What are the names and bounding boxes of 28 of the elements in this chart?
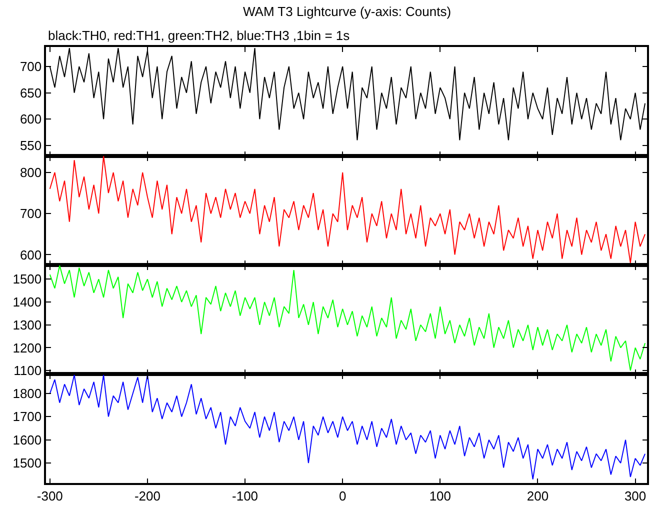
- y-tick-label: 1400: [12, 294, 42, 310]
- line-series: [49, 374, 646, 480]
- x-tick-label: 0: [338, 488, 346, 504]
- y-tick-label: 800: [20, 165, 42, 180]
- x-tick-label: -200: [134, 488, 160, 504]
- y-tick-label: 1800: [12, 386, 42, 402]
- x-tick-label: -100: [232, 488, 258, 504]
- y-tick-label: 550: [20, 138, 42, 154]
- x-tick-label: 100: [429, 488, 452, 504]
- x-tick-label: 300: [624, 488, 646, 504]
- y-tick-label: 700: [20, 59, 42, 74]
- line-series: [49, 265, 646, 372]
- x-tick-label: -300: [36, 488, 63, 504]
- y-tick-label: 1100: [14, 363, 42, 378]
- y-tick-label: 1200: [12, 340, 42, 356]
- y-tick-label: 1700: [12, 409, 42, 424]
- y-tick-label: 700: [20, 206, 42, 222]
- y-tick-label: 650: [20, 85, 42, 100]
- y-tick-label: 1500: [12, 456, 42, 471]
- x-tick-label: 200: [526, 488, 549, 504]
- line-series: [49, 156, 646, 264]
- y-tick-label: 1600: [12, 432, 42, 448]
- y-tick-label: 600: [20, 247, 42, 262]
- y-tick-label: 600: [20, 112, 42, 127]
- y-tick-label: 1300: [12, 317, 42, 332]
- chart-subtitle: black:TH0, red:TH1, green:TH2, blue:TH3 ,1bin = 1s: [48, 28, 350, 43]
- chart-title: WAM T3 Lightcurve (y-axis: Counts): [243, 4, 452, 19]
- y-tick-label: 1500: [12, 272, 42, 287]
